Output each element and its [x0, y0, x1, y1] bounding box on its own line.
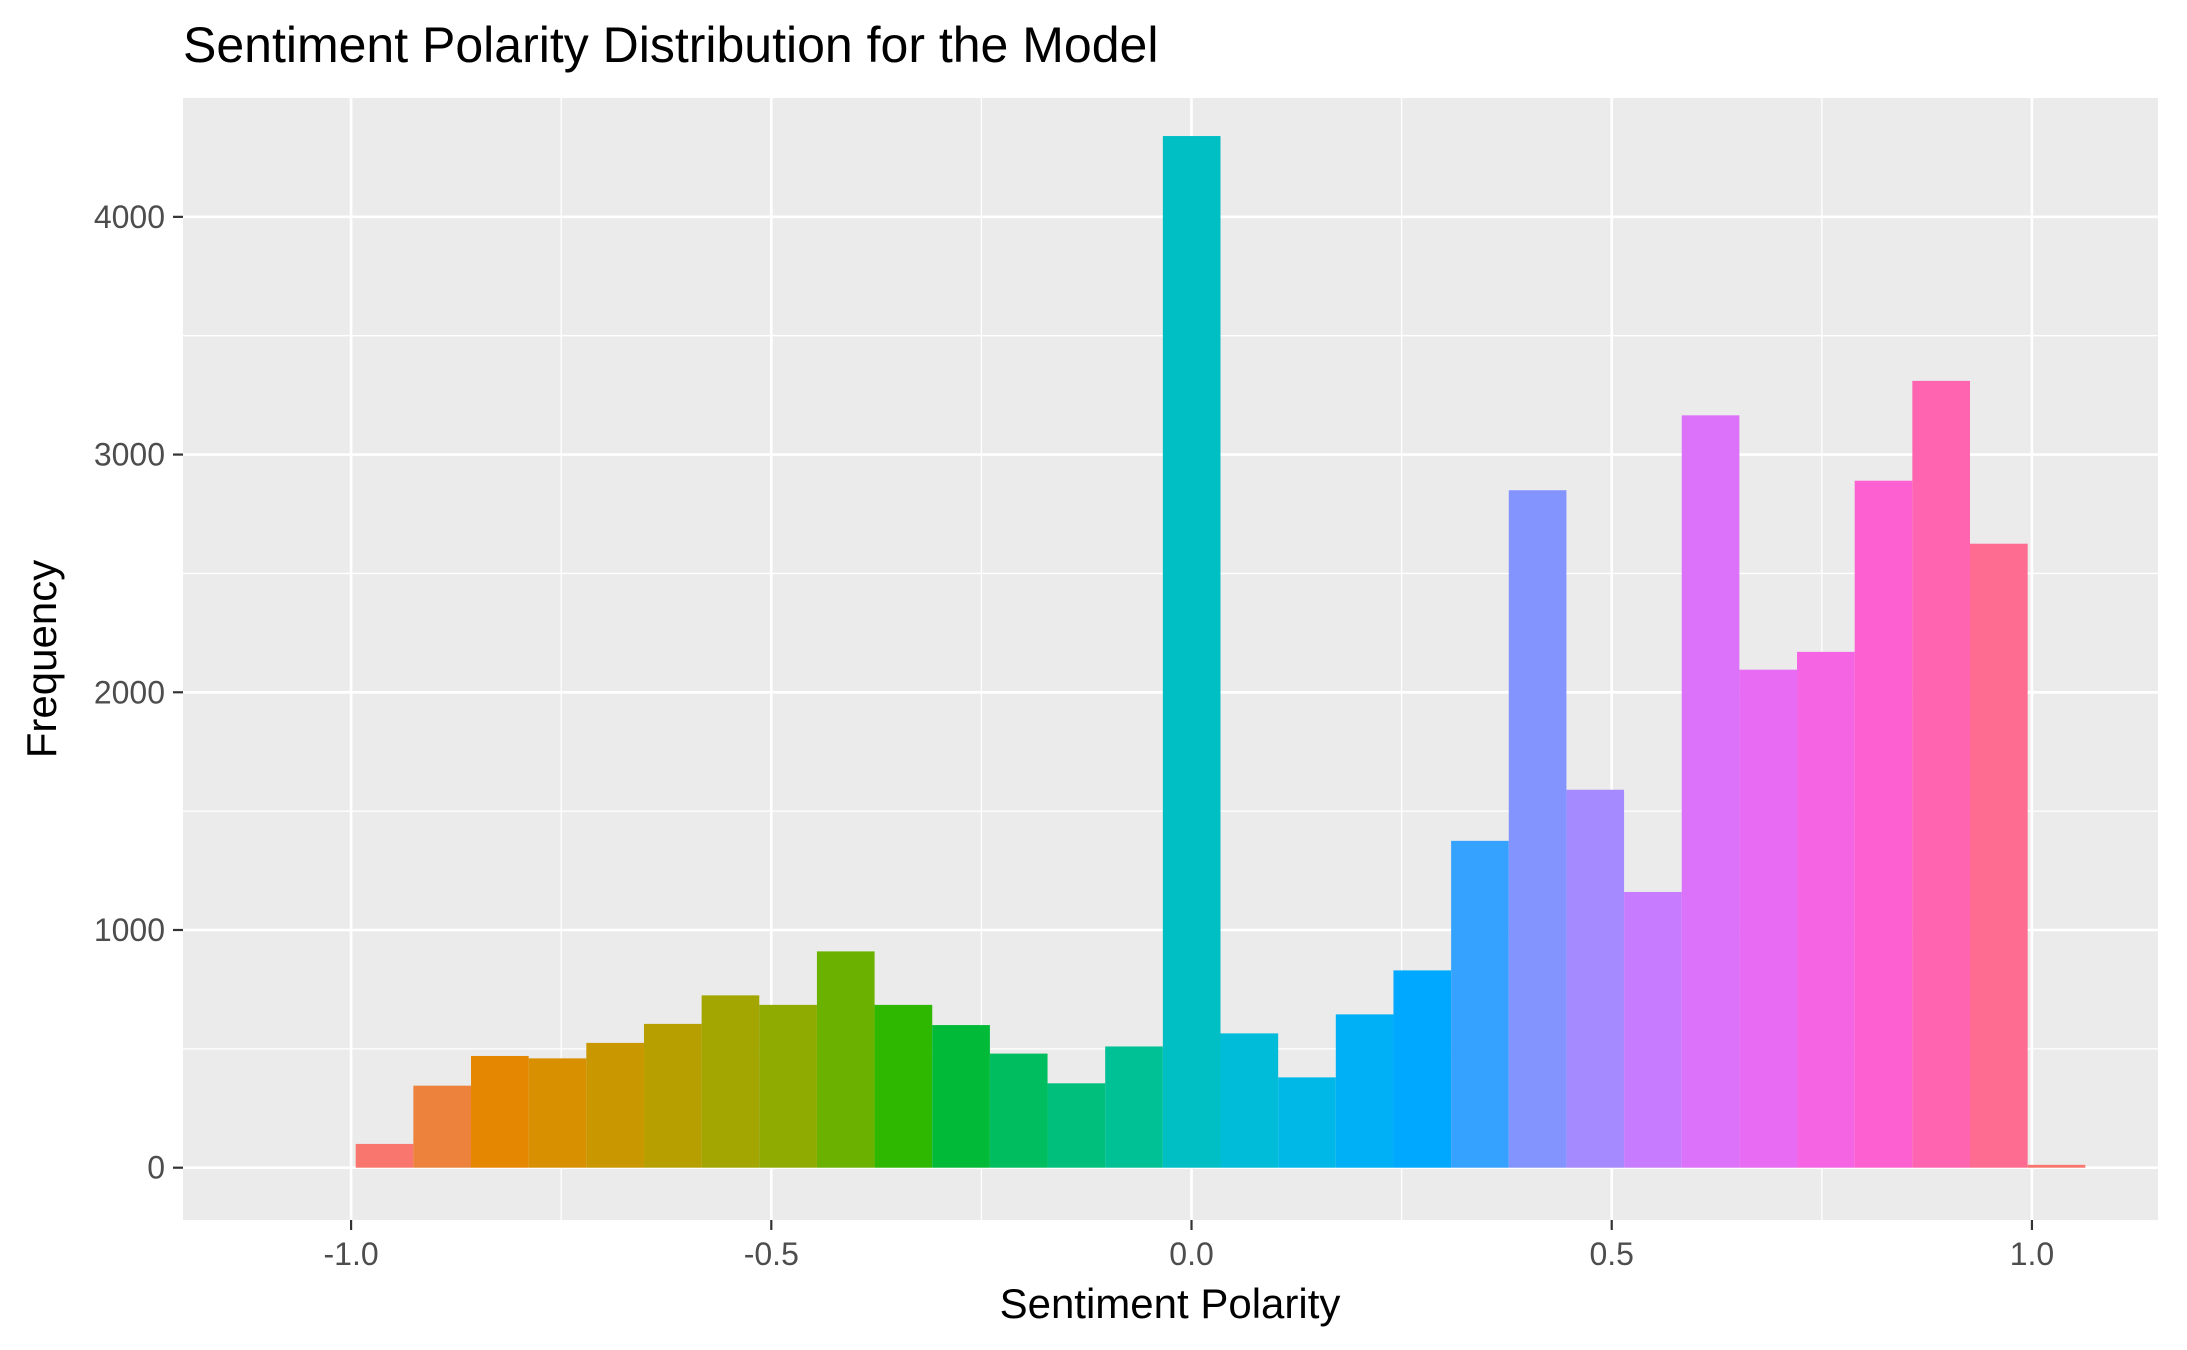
- histogram-bar: [1393, 970, 1452, 1168]
- y-tick-label: 0: [147, 1150, 165, 1186]
- y-tick-label: 3000: [94, 437, 165, 473]
- histogram-bars: [355, 136, 2086, 1168]
- x-tick-label: 0.0: [1169, 1236, 1213, 1272]
- histogram-bar: [989, 1053, 1048, 1168]
- x-axis-label: Sentiment Polarity: [1000, 1280, 1341, 1327]
- histogram-bar: [1854, 480, 1913, 1168]
- histogram-bar: [1278, 1077, 1336, 1168]
- histogram-bar: [816, 951, 875, 1168]
- histogram-bar: [1681, 415, 1740, 1168]
- histogram-bar: [874, 1004, 933, 1168]
- histogram-bar: [759, 1004, 817, 1168]
- x-axis-ticks: -1.0 -0.5 0.0 0.5 1.0: [324, 1220, 2054, 1272]
- x-tick-label: -1.0: [324, 1236, 379, 1272]
- histogram-bar: [586, 1042, 644, 1168]
- histogram-bar: [1335, 1014, 1394, 1168]
- histogram-bar: [355, 1143, 414, 1168]
- histogram-bar: [1451, 840, 1509, 1168]
- x-tick-label: 1.0: [2010, 1236, 2054, 1272]
- histogram-bar: [1105, 1046, 1163, 1168]
- y-axis-label: Frequency: [18, 560, 65, 758]
- y-axis-ticks: 0 1000 2000 3000 4000: [94, 199, 183, 1186]
- histogram-bar: [1047, 1083, 1106, 1168]
- histogram-bar: [1566, 789, 1625, 1168]
- histogram-bar: [1162, 136, 1221, 1168]
- histogram-bar: [528, 1058, 587, 1168]
- histogram-bar: [643, 1023, 702, 1168]
- histogram-bar: [1739, 669, 1798, 1168]
- y-tick-label: 1000: [94, 912, 165, 948]
- chart-title: Sentiment Polarity Distribution for the …: [183, 17, 1158, 73]
- x-tick-label: -0.5: [744, 1236, 799, 1272]
- histogram-bar: [1220, 1033, 1279, 1168]
- y-tick-label: 2000: [94, 674, 165, 710]
- y-tick-label: 4000: [94, 199, 165, 235]
- x-tick-label: 0.5: [1589, 1236, 1633, 1272]
- histogram-bar: [1912, 380, 1970, 1168]
- histogram-bar: [471, 1055, 529, 1168]
- histogram-bar: [1624, 891, 1682, 1168]
- histogram-bar: [1508, 490, 1567, 1168]
- histogram-bar: [1797, 651, 1855, 1168]
- histogram-bar: [2027, 1164, 2086, 1168]
- histogram-bar: [932, 1025, 990, 1168]
- histogram-bar: [1969, 543, 2028, 1168]
- histogram-bar: [413, 1085, 472, 1168]
- histogram-bar: [701, 995, 760, 1168]
